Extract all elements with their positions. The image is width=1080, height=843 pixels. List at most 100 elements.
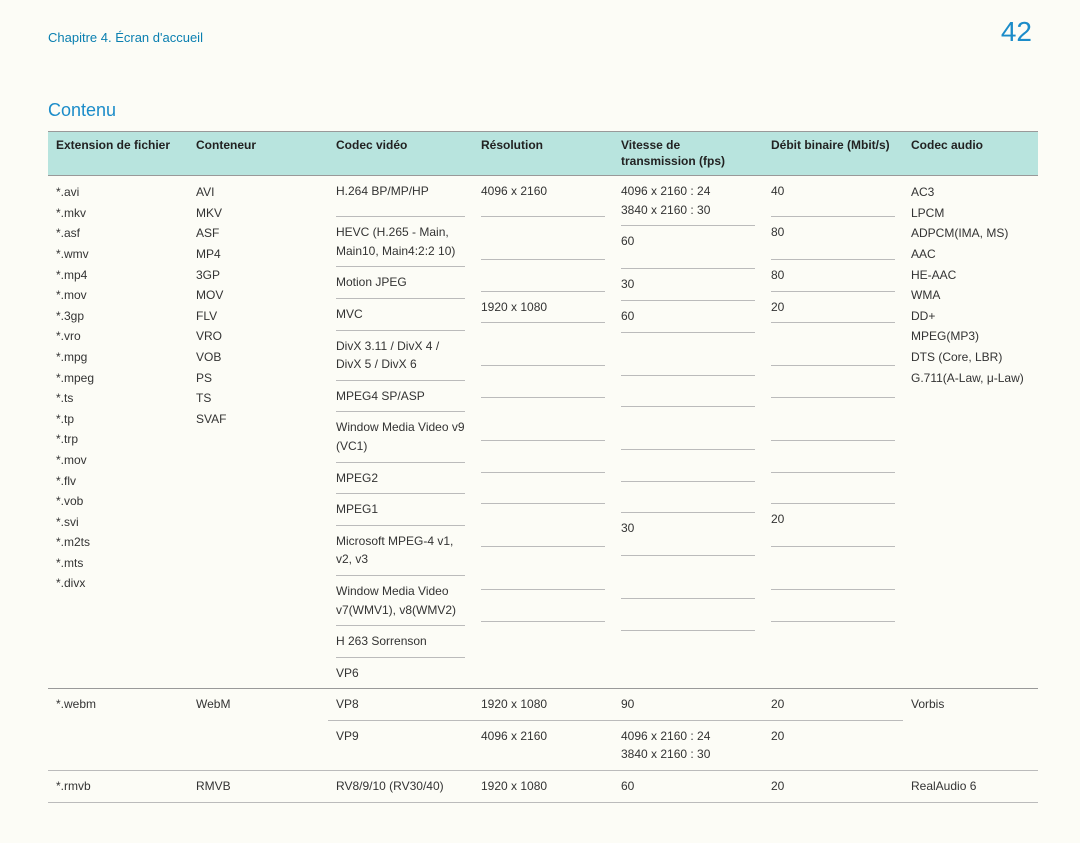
sub-row <box>481 622 605 647</box>
table-header-row: Extension de fichier Conteneur Codec vid… <box>48 132 1038 176</box>
sub-row <box>771 366 895 398</box>
list-item: *.ts <box>56 388 180 409</box>
sub-row: 80 <box>771 260 895 292</box>
sub-row: H 263 Sorrenson <box>336 626 465 658</box>
list-item: *.mpeg <box>56 368 180 389</box>
sub-row <box>771 622 895 647</box>
list-item: ADPCM(IMA, MS) <box>911 223 1030 244</box>
list-item: *.mpg <box>56 347 180 368</box>
sub-row: 20 <box>771 504 895 547</box>
list-item: 4096 x 2160 : 24 <box>621 182 755 201</box>
cell-acodec: AC3 LPCM ADPCM(IMA, MS) AAC HE-AAC WMA D… <box>903 176 1038 689</box>
list-item: G.711(A-Law, μ-Law) <box>911 368 1030 389</box>
list-item: AC3 <box>911 182 1030 203</box>
list-item: MKV <box>196 203 320 224</box>
cell-containers: AVI MKV ASF MP4 3GP MOV FLV VRO VOB PS T… <box>188 176 328 689</box>
sub-row <box>771 323 895 366</box>
cell-vcodec: VP9 <box>328 720 473 770</box>
cell-fps: 4096 x 2160 : 24 3840 x 2160 : 30 <box>613 720 763 770</box>
list-item: 4096 x 2160 : 24 <box>621 727 755 746</box>
list-item: *.trp <box>56 429 180 450</box>
chapter-label: Chapitre 4. Écran d'accueil <box>48 30 1032 45</box>
sub-row: 60 <box>621 301 755 333</box>
cell-resolution: 1920 x 1080 <box>473 771 613 803</box>
sub-row <box>621 376 755 408</box>
list-item: AVI <box>196 182 320 203</box>
list-item: *.avi <box>56 182 180 203</box>
list-item: *.3gp <box>56 306 180 327</box>
container-list: AVI MKV ASF MP4 3GP MOV FLV VRO VOB PS T… <box>196 182 320 429</box>
list-item: 3840 x 2160 : 30 <box>621 201 755 220</box>
sub-row: MVC <box>336 299 465 331</box>
list-item: *.tp <box>56 409 180 430</box>
list-item: MPEG(MP3) <box>911 326 1030 347</box>
col-ext: Extension de fichier <box>48 132 188 176</box>
sub-row: 30 <box>621 513 755 556</box>
sub-row: 1920 x 1080 <box>481 292 605 324</box>
cell-acodec: RealAudio 6 <box>903 771 1038 803</box>
sub-row: 4096 x 2160 <box>481 182 605 217</box>
list-item: *.mp4 <box>56 265 180 286</box>
list-item: DD+ <box>911 306 1030 327</box>
sub-row: Window Media Video v7(WMV1), v8(WMV2) <box>336 576 465 626</box>
list-item: SVAF <box>196 409 320 430</box>
col-resolution: Résolution <box>473 132 613 176</box>
sub-row: MPEG2 <box>336 463 465 495</box>
cell-resolution: 4096 x 2160 1920 x 1080 <box>473 176 613 689</box>
list-item: *.mov <box>56 285 180 306</box>
sub-row <box>771 473 895 505</box>
cell-container: RMVB <box>188 771 328 803</box>
cell-fps: 90 <box>613 689 763 721</box>
list-item: *.m2ts <box>56 532 180 553</box>
list-item: *.vro <box>56 326 180 347</box>
sub-row <box>621 599 755 631</box>
sub-row: Microsoft MPEG-4 v1, v2, v3 <box>336 526 465 576</box>
sub-row <box>481 398 605 441</box>
sub-row <box>771 547 895 590</box>
sub-row <box>481 323 605 366</box>
list-item: MP4 <box>196 244 320 265</box>
sub-row <box>481 441 605 473</box>
sub-row: HEVC (H.265 - Main, Main10, Main4:2:2 10… <box>336 217 465 267</box>
sub-row <box>621 482 755 514</box>
sub-row <box>771 590 895 622</box>
sub-row: 60 <box>621 226 755 269</box>
sub-row <box>621 450 755 482</box>
cell-acodec: Vorbis <box>903 689 1038 771</box>
sub-row: Window Media Video v9 (VC1) <box>336 412 465 462</box>
cell-vcodec: VP8 <box>328 689 473 721</box>
sub-row <box>481 504 605 547</box>
cell-fps: 4096 x 2160 : 24 3840 x 2160 : 30 60 30 … <box>613 176 763 689</box>
list-item: 3840 x 2160 : 30 <box>621 745 755 764</box>
cell-ext: *.webm <box>48 689 188 771</box>
sub-row: 30 <box>621 269 755 301</box>
list-item: FLV <box>196 306 320 327</box>
sub-row <box>621 556 755 599</box>
cell-vcodec: RV8/9/10 (RV30/40) <box>328 771 473 803</box>
list-item: *.mov <box>56 450 180 471</box>
codec-table: Extension de fichier Conteneur Codec vid… <box>48 131 1038 803</box>
list-item: PS <box>196 368 320 389</box>
ext-list: *.avi *.mkv *.asf *.wmv *.mp4 *.mov *.3g… <box>56 182 180 594</box>
section-title: Contenu <box>48 100 1032 121</box>
cell-vcodec: H.264 BP/MP/HP HEVC (H.265 - Main, Main1… <box>328 176 473 689</box>
list-item: TS <box>196 388 320 409</box>
list-item: VOB <box>196 347 320 368</box>
sub-row <box>481 473 605 505</box>
cell-bitrate: 20 <box>763 689 903 721</box>
sub-row: MPEG4 SP/ASP <box>336 381 465 413</box>
sub-row: H.264 BP/MP/HP <box>336 182 465 217</box>
list-item: *.vob <box>56 491 180 512</box>
col-fps: Vitesse de transmission (fps) <box>613 132 763 176</box>
list-item: MOV <box>196 285 320 306</box>
list-item: LPCM <box>911 203 1030 224</box>
sub-row: Motion JPEG <box>336 267 465 299</box>
sub-row <box>481 590 605 622</box>
cell-fps: 60 <box>613 771 763 803</box>
sub-row <box>621 407 755 450</box>
sub-row: 80 <box>771 217 895 260</box>
sub-row <box>771 441 895 473</box>
cell-bitrate: 40 80 80 20 20 <box>763 176 903 689</box>
cell-extensions: *.avi *.mkv *.asf *.wmv *.mp4 *.mov *.3g… <box>48 176 188 689</box>
sub-row <box>621 333 755 376</box>
